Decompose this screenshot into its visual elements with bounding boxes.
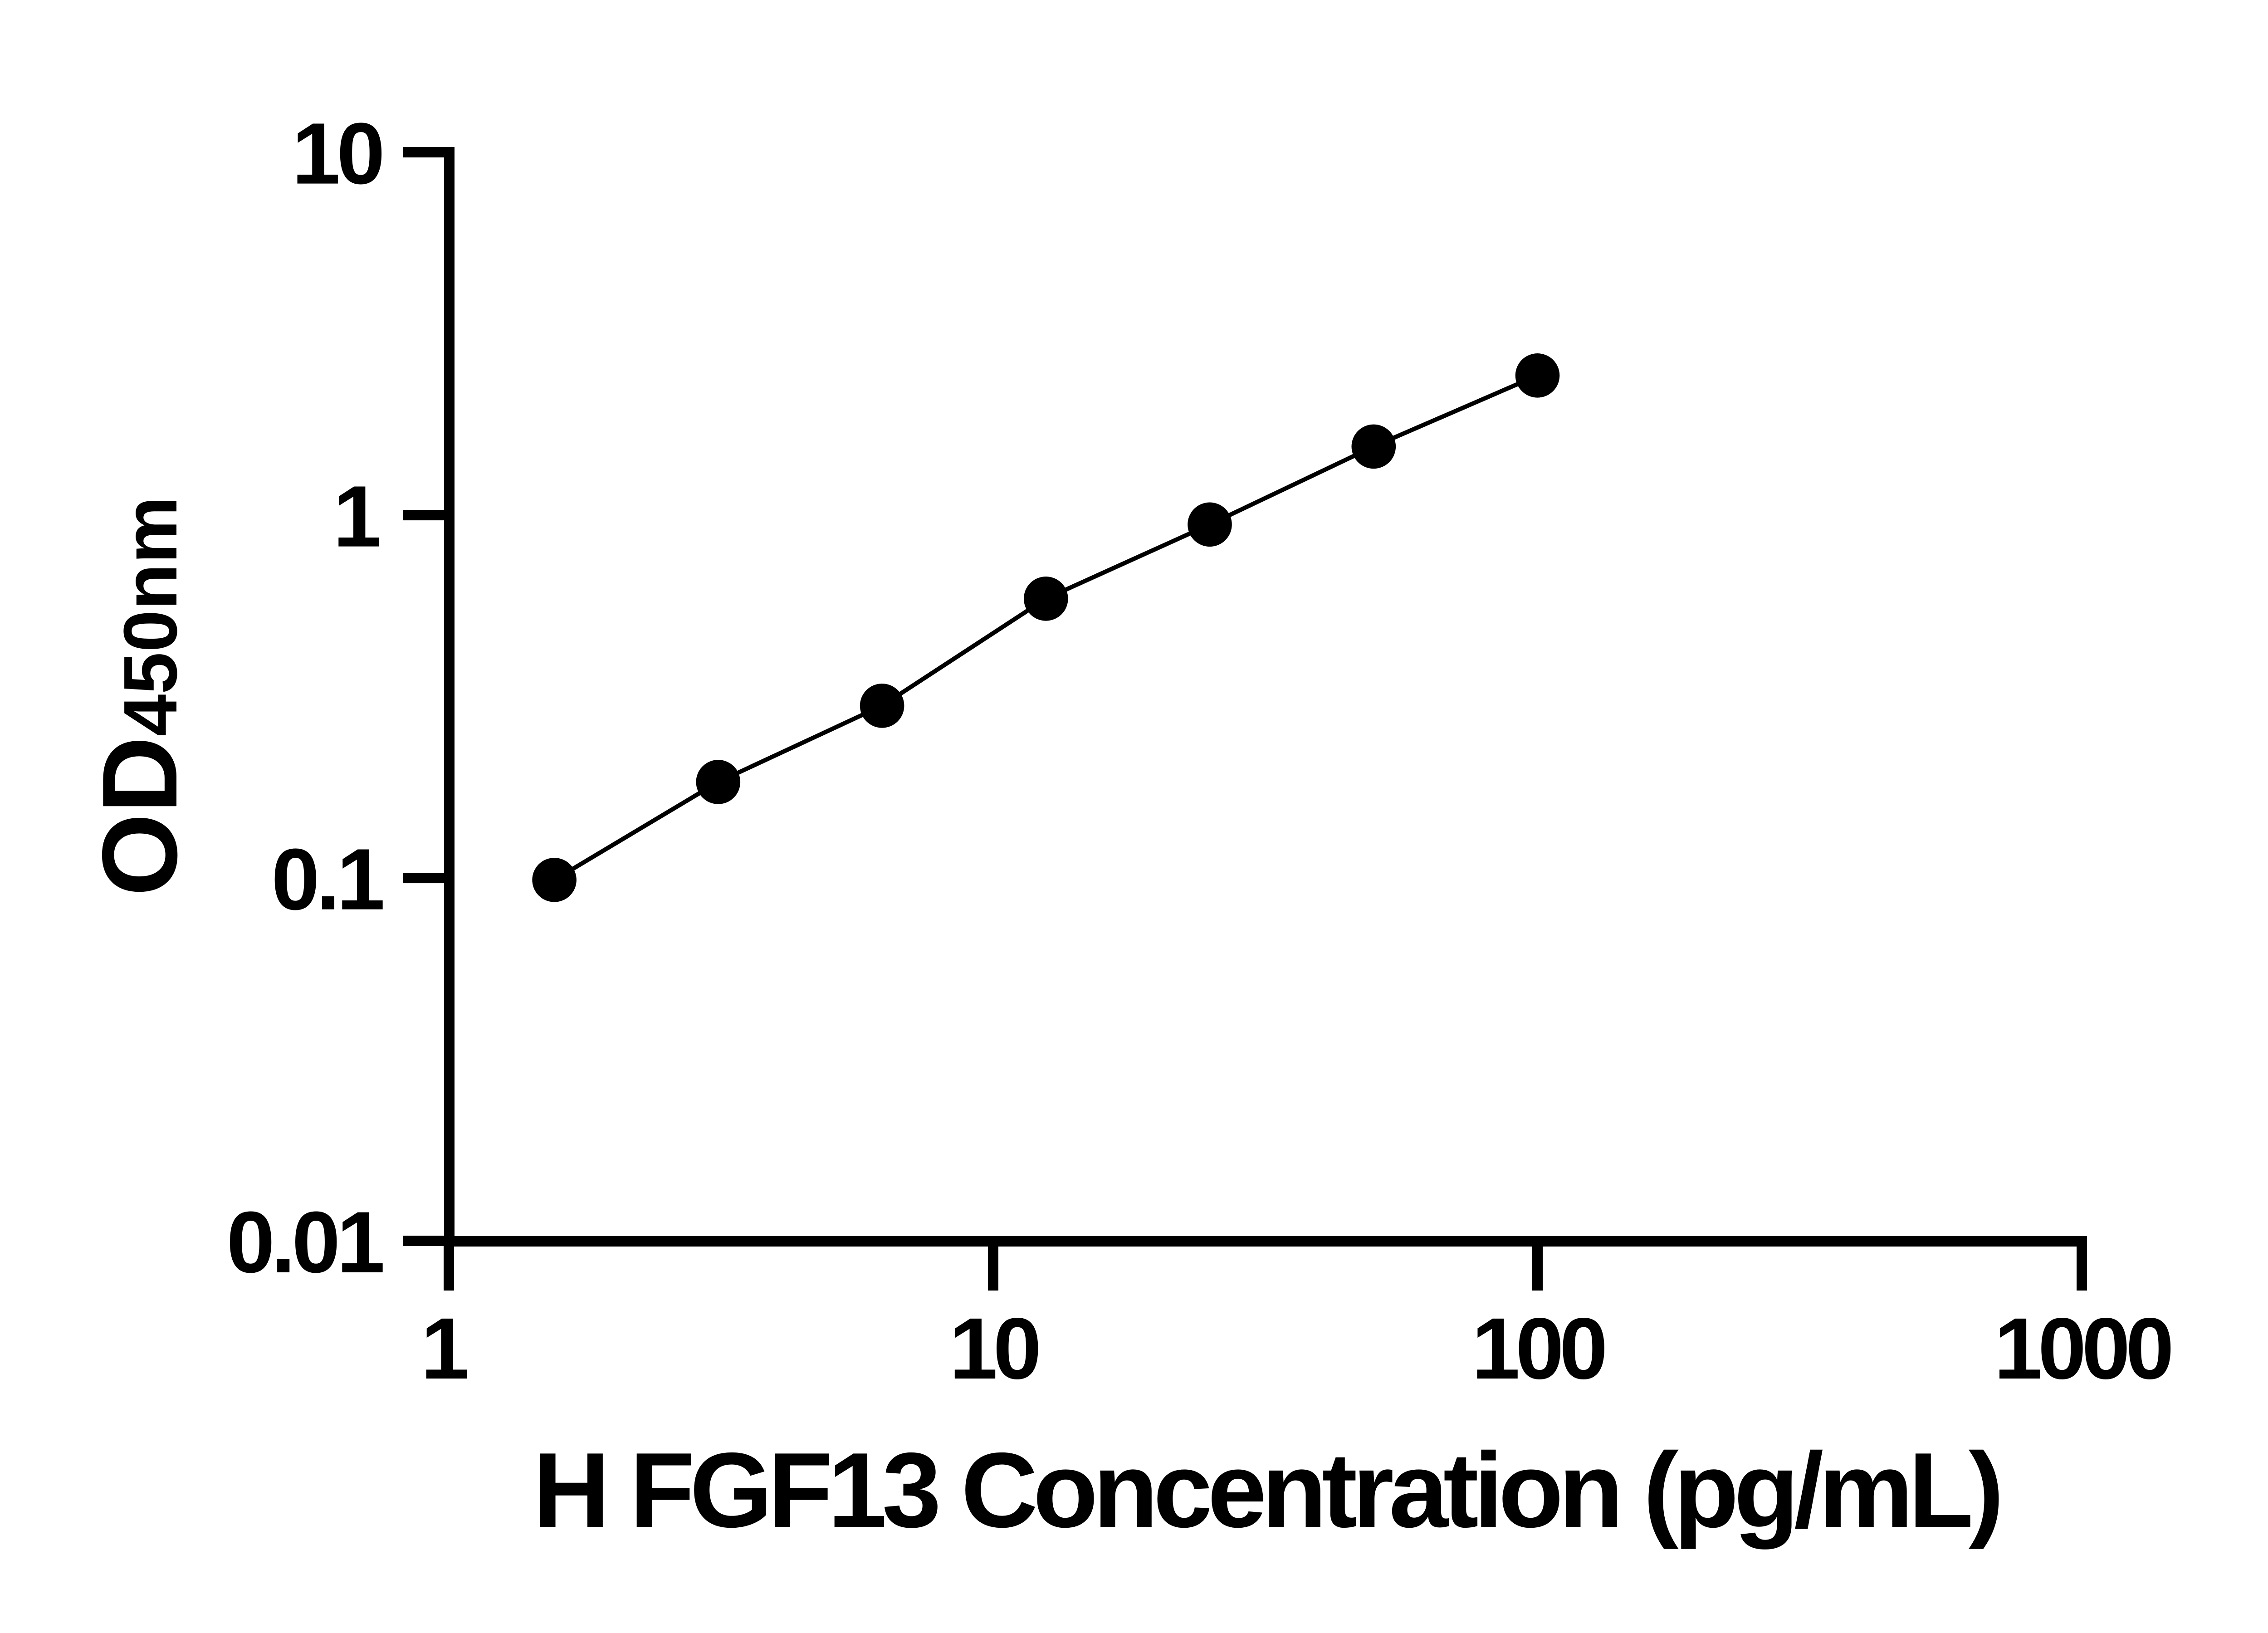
svg-text:1: 1 <box>333 468 381 565</box>
svg-text:1000: 1000 <box>1994 1300 2170 1397</box>
svg-text:10: 10 <box>292 105 381 202</box>
svg-text:100: 100 <box>1471 1300 1604 1397</box>
svg-text:0.1: 0.1 <box>271 831 383 928</box>
svg-text:0.01: 0.01 <box>226 1193 383 1291</box>
svg-text:10: 10 <box>949 1300 1038 1397</box>
svg-text:1: 1 <box>421 1300 469 1397</box>
svg-text:H FGF13 Concentration (pg/mL): H FGF13 Concentration (pg/mL) <box>533 1430 1999 1550</box>
svg-text:OD450nm: OD450nm <box>80 496 199 896</box>
